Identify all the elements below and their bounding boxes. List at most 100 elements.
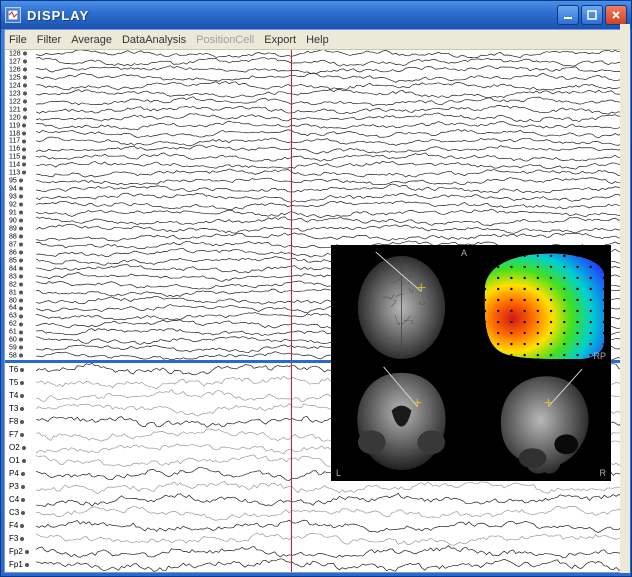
menu-dataanalysis[interactable]: DataAnalysis [122,34,186,46]
eeg-trace [36,224,625,233]
channel-label: 114 [9,162,26,169]
mri-sagittal-view[interactable]: R [471,363,610,480]
mri-axial-view[interactable]: A [332,246,471,363]
eeg-trace [36,145,625,154]
channel-label: 59 [9,345,23,352]
channel-label: C4 [9,496,25,504]
channel-label: T5 [9,379,24,387]
channel-label: 119 [9,122,26,129]
channel-label: 125 [9,74,27,81]
menu-filter[interactable]: Filter [37,34,61,46]
channel-label: 64 [9,305,23,312]
channel-label: P4 [9,470,25,478]
orientation-label-RP: RP [593,351,606,361]
eeg-trace [36,233,625,241]
eeg-trace [36,201,625,210]
channel-label: 126 [9,66,27,73]
menu-help[interactable]: Help [306,34,329,46]
menu-average[interactable]: Average [71,34,112,46]
menu-file[interactable]: File [9,34,27,46]
channel-label: 122 [9,98,27,105]
menu-positioncell: PositionCell [196,34,254,46]
mri-coronal-view[interactable]: L [332,363,471,480]
client-area: File Filter Average DataAnalysis PositionCel… [4,29,628,573]
channel-label: 115 [9,154,26,161]
channel-labels-bottom: T6T5T4T3F8F7O2O1P4P3C4C3F4F3Fp2Fp1 [5,363,35,572]
eeg-trace [36,481,625,493]
channel-label: 89 [9,225,23,232]
eeg-trace [36,193,625,202]
channel-label: 120 [9,114,27,121]
channel-label: 83 [9,273,23,280]
channel-label: 84 [9,265,23,272]
channel-label: F8 [9,418,24,426]
channel-label: 87 [9,241,23,248]
eeg-trace [36,113,625,122]
channel-label: F3 [9,535,24,543]
channel-label: C3 [9,509,25,517]
orientation-label-R: R [600,468,607,478]
channel-label: T6 [9,366,24,374]
minimize-button[interactable] [557,5,579,25]
orientation-label-A: A [461,248,467,258]
channel-label: 60 [9,337,23,344]
maximize-button[interactable] [581,5,603,25]
eeg-trace [36,184,625,193]
titlebar[interactable]: DISPLAY [1,1,631,29]
eeg-trace [36,129,625,138]
channel-label: 82 [9,281,23,288]
channel-label: 116 [9,146,26,153]
eeg-trace [36,217,625,226]
channel-label: 127 [9,58,27,65]
topography-map[interactable]: RP [471,246,610,363]
channel-label: 123 [9,90,27,97]
eeg-trace [36,82,625,91]
source-overlay-panel[interactable]: A RP L R [331,245,611,481]
app-window: DISPLAY File Filter Average DataAnalysis Pos… [0,0,632,577]
channel-label: 92 [9,202,23,209]
eeg-trace [36,153,625,161]
workspace: 1281271261251241231221211201191181171161… [5,50,627,572]
channel-label: 128 [9,50,27,57]
time-cursor-top[interactable] [291,50,292,360]
channel-label: 90 [9,218,23,225]
eeg-trace [36,494,625,507]
channel-label: 117 [9,138,26,145]
eeg-trace [36,161,625,169]
eeg-trace [36,90,625,98]
channel-label: 61 [9,329,23,336]
eeg-trace [36,73,625,83]
channel-label: 62 [9,321,23,328]
eeg-trace [36,66,625,74]
channel-label: 118 [9,130,26,137]
channel-label: 80 [9,297,23,304]
menubar: File Filter Average DataAnalysis PositionCel… [5,30,627,50]
eeg-trace [36,506,625,520]
close-button[interactable] [605,5,627,25]
eeg-trace [36,137,625,146]
eeg-trace [36,169,625,177]
channel-label: 81 [9,289,23,296]
menu-export[interactable]: Export [264,34,296,46]
eeg-trace [36,57,625,66]
channel-label: O1 [9,457,26,465]
eeg-trace [36,546,625,558]
orientation-label-L: L [336,468,341,478]
eeg-trace [36,209,625,217]
channel-label: 63 [9,313,23,320]
channel-label: 94 [9,186,23,193]
eeg-trace [36,106,625,115]
channel-label: 124 [9,82,27,89]
channel-label: Fp1 [9,561,29,569]
eeg-trace [36,559,625,572]
channel-label: 113 [9,170,26,177]
window-title: DISPLAY [27,8,557,23]
channel-label: 121 [9,106,27,113]
time-cursor-bottom[interactable] [291,363,292,572]
channel-label: Fp2 [9,548,29,556]
channel-label: 85 [9,257,23,264]
channel-label: 91 [9,210,23,217]
channel-label: P3 [9,483,25,491]
eeg-trace [36,178,625,185]
vertical-scrollbar[interactable] [620,24,630,573]
